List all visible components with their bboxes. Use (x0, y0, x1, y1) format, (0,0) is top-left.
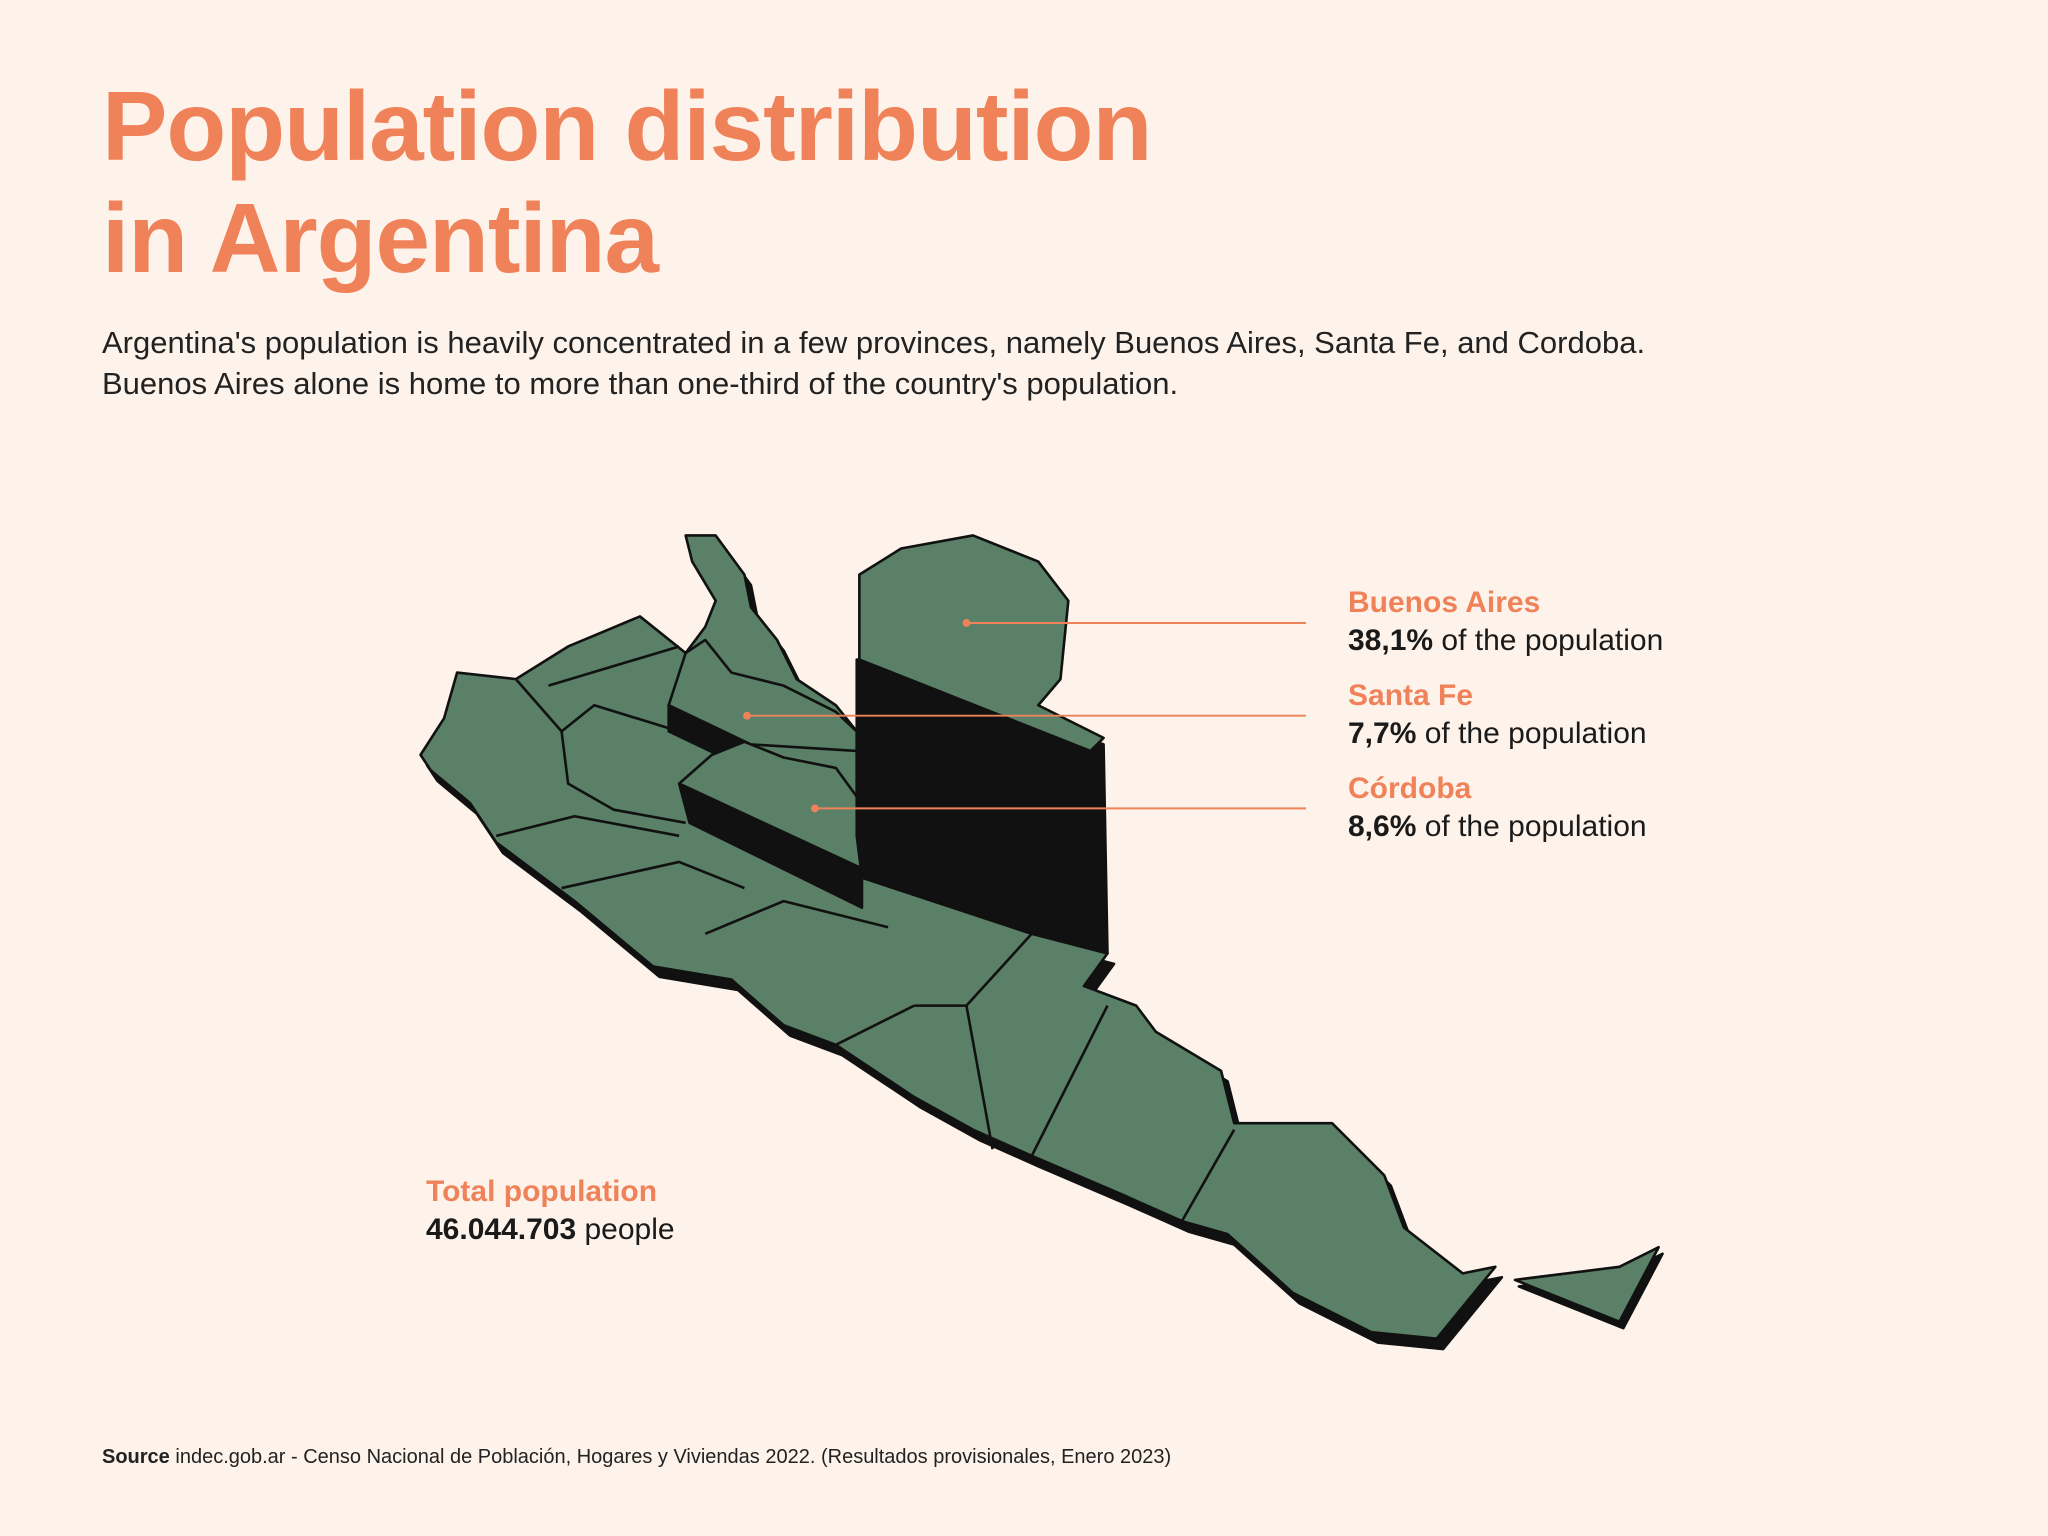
subtitle-line-1: Argentina's population is heavily concen… (102, 325, 1646, 360)
buenos-aires-dot (962, 619, 971, 627)
callout-buenos-aires: Buenos Aires 38,1% of the population (1348, 584, 1663, 660)
total-population: Total population 46.044.703 people (426, 1173, 675, 1249)
subtitle-line-2: Buenos Aires alone is home to more than … (102, 366, 1179, 401)
title-line-2: in Argentina (102, 183, 659, 293)
title-line-1: Population distribution (102, 71, 1152, 181)
cordoba-dot (811, 804, 819, 813)
callout-name: Santa Fe (1348, 679, 1474, 712)
callout-suffix: of the population (1424, 717, 1647, 750)
callout-name: Buenos Aires (1348, 586, 1541, 619)
callout-value: 38,1% (1348, 624, 1434, 657)
source-note: Source indec.gob.ar - Censo Nacional de … (102, 1446, 1171, 1469)
callout-name: Córdoba (1348, 772, 1472, 805)
callout-suffix: of the population (1424, 810, 1647, 843)
total-label: Total population (426, 1175, 658, 1208)
callout-suffix: of the population (1441, 624, 1664, 657)
callout-value: 8,6% (1348, 810, 1417, 843)
source-text: indec.gob.ar - Censo Nacional de Poblaci… (175, 1446, 1172, 1468)
callout-santa-fe: Santa Fe 7,7% of the population (1348, 677, 1647, 753)
callout-cordoba: Córdoba 8,6% of the population (1348, 770, 1647, 846)
source-label: Source (102, 1446, 170, 1468)
province-buenos-aires (858, 534, 1105, 753)
province-tierra-del-fuego (1513, 1245, 1660, 1323)
subtitle: Argentina's population is heavily concen… (102, 322, 1902, 404)
callout-value: 7,7% (1348, 717, 1417, 750)
santa-fe-dot (743, 711, 751, 720)
total-value: 46.044.703 (426, 1213, 577, 1246)
province-santa-fe (667, 638, 859, 753)
province-borders (495, 645, 1236, 1222)
total-suffix: people (584, 1213, 675, 1246)
page-title: Population distribution in Argentina (102, 70, 1152, 294)
